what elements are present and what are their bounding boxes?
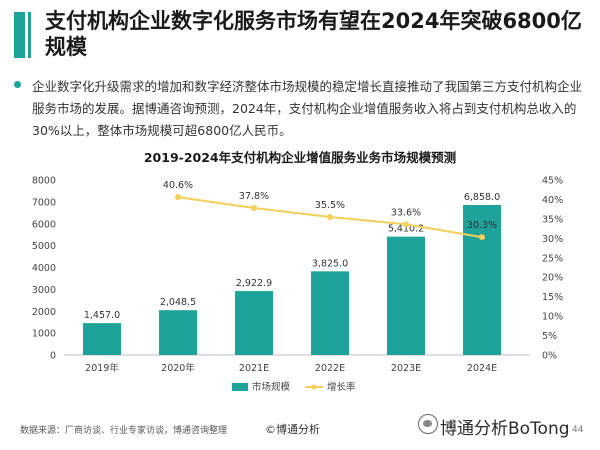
bar-value-label: 5,410.2 (388, 224, 424, 235)
y-left-tick-label: 8000 (32, 176, 56, 187)
brand-label: ©博通分析 (265, 423, 320, 436)
x-tick-label: 2022E (315, 363, 345, 374)
title-accent-line (28, 12, 31, 58)
growth-rate-point (327, 213, 333, 220)
y-right-tick-label: 45% (542, 176, 563, 187)
bar-value-label: 3,825.0 (312, 258, 348, 269)
growth-rate-point (175, 194, 181, 201)
bar (463, 204, 501, 355)
y-right-tick-label: 40% (542, 195, 563, 206)
bar-value-label: 1,457.0 (84, 310, 120, 321)
y-right-tick-label: 20% (542, 273, 563, 284)
x-tick-label: 2023E (391, 363, 421, 374)
growth-rate-label: 40.6% (163, 180, 193, 191)
bar (235, 291, 273, 355)
legend-marker-line (311, 384, 317, 390)
y-right-tick-label: 0% (542, 351, 557, 362)
bullet-icon (14, 81, 21, 88)
y-right-tick-label: 30% (542, 234, 563, 245)
watermark-text: 博通分析BoTong (440, 419, 570, 439)
legend-swatch-bar (232, 383, 248, 391)
market-size-chart: 2019-2024年支付机构企业增值服务业务市场规模预测 0 1000 2000 300… (32, 150, 563, 393)
y-right-tick-label: 25% (542, 253, 563, 264)
y-left-tick-label: 6000 (32, 219, 56, 230)
x-tick-label: 2019年 (85, 362, 119, 374)
growth-rate-label: 33.6% (391, 207, 421, 218)
legend-label-line: 增长率 (327, 381, 356, 393)
bar (311, 271, 349, 355)
legend-label-bar: 市场规模 (252, 381, 291, 393)
y-left-tick-label: 4000 (32, 263, 56, 274)
x-tick-label: 2021E (239, 363, 269, 374)
growth-rate-point (479, 234, 485, 241)
y-right-tick-label: 15% (542, 292, 563, 303)
y-left-tick-label: 3000 (32, 285, 56, 296)
growth-rate-label: 37.8% (239, 191, 269, 202)
chart-title: 2019-2024年支付机构企业增值服务业务市场规模预测 (144, 150, 456, 165)
bar-value-label: 2,048.5 (160, 297, 196, 308)
growth-rate-point (403, 221, 409, 228)
summary-paragraph: 企业数字化升级需求的增加和数字经济整体市场规模的稳定增长直接推动了我国第三方支付… (14, 76, 584, 142)
growth-rate-label: 30.3% (467, 220, 497, 231)
y-left-tick-label: 5000 (32, 241, 56, 252)
growth-rate-point (251, 205, 257, 211)
y-right-tick-label: 10% (542, 312, 563, 323)
header: 支付机构企业数字化服务市场有望在2024年突破6800亿规模 (0, 0, 600, 66)
y-right-tick-label: 35% (542, 214, 563, 225)
title-accent-bar (14, 12, 25, 58)
wechat-icon (418, 414, 438, 434)
chart-container: 2019-2024年支付机构企业增值服务业务市场规模预测 0 1000 2000 300… (0, 144, 600, 404)
bar-value-label: 6,858.0 (464, 192, 500, 203)
source-note: 数据来源：厂商访谈、行业专家访谈，博通咨询整理 (20, 426, 228, 436)
bar (83, 323, 121, 355)
bar (387, 236, 425, 355)
y-left-tick-label: 7000 (32, 197, 56, 208)
bar (159, 310, 197, 355)
y-left-tick-label: 2000 (32, 307, 56, 318)
y-left-tick-label: 0 (50, 351, 56, 362)
growth-rate-label: 35.5% (315, 200, 345, 211)
bar-value-label: 2,922.9 (236, 278, 272, 289)
y-left-tick-label: 1000 (32, 329, 56, 340)
x-tick-label: 2024E (467, 363, 497, 374)
summary-text: 企业数字化升级需求的增加和数字经济整体市场规模的稳定增长直接推动了我国第三方支付… (32, 79, 583, 138)
x-tick-label: 2020年 (161, 362, 195, 374)
page-title: 支付机构企业数字化服务市场有望在2024年突破6800亿规模 (45, 9, 582, 59)
y-right-tick-label: 5% (542, 331, 557, 342)
page-number: 44 (572, 425, 584, 435)
